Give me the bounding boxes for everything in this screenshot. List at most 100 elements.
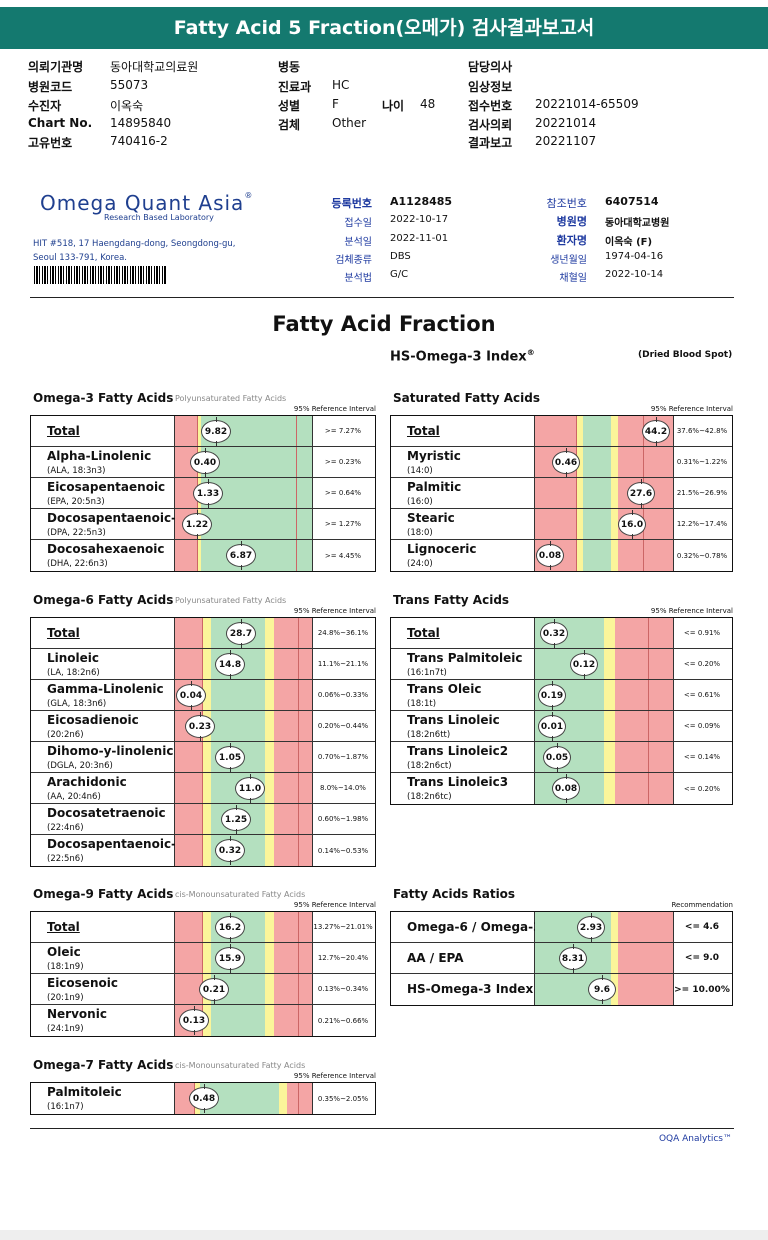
patient-value: 이옥숙: [110, 99, 144, 113]
range-zone: [604, 680, 616, 710]
value-marker: 1.33: [193, 479, 223, 508]
value-marker: 0.19: [538, 681, 566, 710]
ref-line: [202, 773, 204, 803]
omega7-ref-interval: 95% Reference Interval: [293, 1072, 376, 1080]
saturated-title: Saturated Fatty Acids: [393, 391, 540, 405]
divider: [30, 297, 734, 298]
fatty-acid-notation: (24:1n9): [47, 1024, 84, 1034]
ref-line: [648, 711, 650, 741]
range-zone: [535, 509, 577, 539]
range-zone: [175, 943, 203, 973]
trans-table: Total 0.32 <= 0.91% Trans Palmitoleic (16:1n…: [390, 617, 733, 805]
hs-index-text: HS-Omega-3 Index: [390, 349, 527, 365]
value-marker: 0.04: [176, 681, 206, 710]
report-value: 20221107: [535, 134, 597, 148]
range-zone: [202, 649, 211, 679]
fatty-acid-name: Trans Linoleic: [407, 713, 500, 727]
table-row: Omega-6 / Omega-3 2.93 <= 4.6: [391, 912, 732, 943]
row-label: Trans Linoleic2 (18:2n6ct): [391, 742, 535, 772]
range-bar: 14.8: [175, 649, 313, 679]
value-marker: 0.32: [540, 619, 568, 648]
value-marker: 0.48: [189, 1084, 219, 1113]
ref-line: [295, 478, 297, 508]
dept-label: 진료과: [278, 80, 312, 94]
reference-range: >= 4.45%: [324, 551, 362, 560]
range-bar: 8.31: [535, 943, 674, 973]
chart-label: Chart No.: [28, 116, 93, 130]
fatty-acid-notation: (18:2n6ct): [407, 761, 452, 771]
reference-range: 0.21%~0.66%: [317, 1016, 369, 1025]
fatty-acid-name: Nervonic: [47, 1007, 107, 1021]
range-zone: [287, 1083, 312, 1114]
row-label: Trans Palmitoleic (16:1n7t): [391, 649, 535, 679]
value-marker: 0.40: [190, 448, 220, 477]
recv-value: 2022-10-17: [390, 214, 449, 225]
reference-range: 0.60%~1.98%: [317, 815, 369, 823]
ref-line: [298, 974, 300, 1004]
fatty-acid-name: Total: [47, 424, 80, 438]
range-zone: [273, 943, 312, 973]
range-zone: [615, 742, 673, 772]
omega3-title: Omega-3 Fatty Acids: [33, 391, 174, 405]
value-marker: 16.0: [618, 510, 646, 539]
range-bar: 1.25: [175, 804, 313, 834]
range-zone: [610, 447, 618, 477]
table-row: Nervonic (24:1n9) 0.13 0.21%~0.66%: [31, 1005, 375, 1036]
ref-line: [298, 804, 300, 834]
range-zone: [273, 711, 312, 741]
range-zone: [175, 618, 203, 648]
table-row: Eicosadienoic (20:2n6) 0.23 0.20%~0.44%: [31, 711, 375, 742]
range-bar: 0.46: [535, 447, 674, 477]
ref-line: [298, 1083, 300, 1114]
range-zone: [196, 416, 202, 446]
value-marker: 0.32: [215, 836, 245, 865]
table-row: Docosatetraenoic (22:4n6) 1.25 0.60%~1.98%: [31, 804, 375, 835]
value-marker: 9.82: [201, 417, 231, 446]
range-zone: [583, 447, 611, 477]
range-bar: 0.13: [175, 1005, 313, 1036]
row-label: Trans Linoleic3 (18:2n6tc): [391, 773, 535, 804]
range-bar: 11.0: [175, 773, 313, 803]
fatty-acid-name: Omega-6 / Omega-3: [407, 920, 542, 934]
fatty-acid-notation: (16:0): [407, 497, 433, 507]
omega6-subtitle: Polyunsaturated Fatty Acids: [175, 596, 287, 605]
range-bar: 0.12: [535, 649, 674, 679]
row-label: Oleic (18:1n9): [31, 943, 175, 973]
value-marker: 14.8: [215, 650, 245, 679]
req-value: 20221014: [535, 116, 597, 130]
ref-line: [642, 447, 644, 477]
value-marker: 16.2: [215, 913, 245, 942]
table-row: Arachidonic (AA, 20:4n6) 11.0 8.0%~14.0%: [31, 773, 375, 804]
hospital-value: 동아대학교의료원: [110, 60, 199, 74]
value-marker: 44.2: [642, 417, 670, 446]
reference-range: 0.14%~0.53%: [317, 846, 369, 855]
fatty-acid-name: Stearic: [407, 511, 455, 525]
range-zone: [617, 447, 673, 477]
range-zone: [615, 680, 673, 710]
fatty-acid-notation: (DPA, 22:5n3): [47, 528, 106, 538]
ref-line: [196, 416, 198, 446]
clinical-label: 임상정보: [468, 80, 513, 94]
reference-range: 37.6%~42.8%: [676, 427, 728, 435]
range-zone: [273, 742, 312, 772]
range-zone: [583, 540, 611, 571]
range-zone: [273, 773, 312, 803]
range-bar: 0.21: [175, 974, 313, 1004]
reference-range: >= 10.00%: [674, 984, 730, 995]
fatty-acid-name: Total: [47, 626, 80, 640]
range-zone: [265, 680, 274, 710]
range-zone: [610, 478, 618, 508]
range-bar: 0.08: [535, 773, 674, 804]
reference-range: <= 0.91%: [683, 629, 721, 637]
report-title: Fatty Acid 5 Fraction(오메가) 검사결과보고서: [0, 7, 768, 49]
anal-value: 2022-11-01: [390, 233, 449, 244]
ref-line: [202, 835, 204, 866]
ref-line: [648, 649, 650, 679]
row-label: Lignoceric (24:0): [391, 540, 535, 571]
table-row: Stearic (18:0) 16.0 12.2%~17.4%: [391, 509, 732, 540]
range-zone: [202, 680, 211, 710]
reference-range: <= 0.20%: [683, 784, 721, 793]
ref-line: [648, 618, 650, 648]
range-bar: 27.6: [535, 478, 674, 508]
fatty-acid-notation: (16:1n7t): [407, 668, 447, 678]
